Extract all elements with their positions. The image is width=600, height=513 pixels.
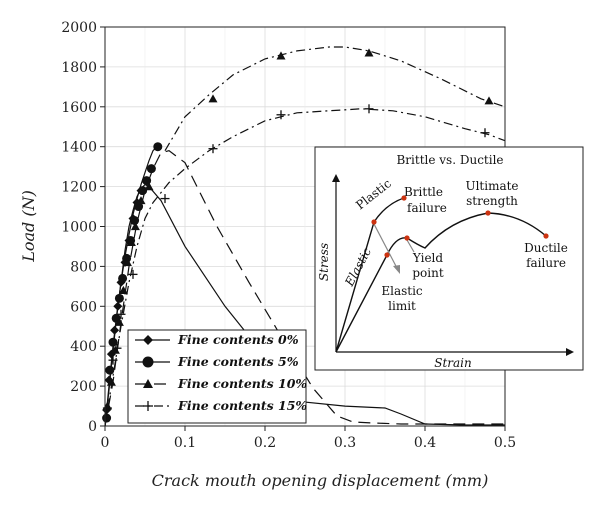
marker-triangle	[106, 377, 116, 386]
marker-triangle	[122, 257, 132, 267]
marker-triangle	[484, 96, 494, 105]
inset-arrow-head	[393, 265, 400, 274]
legend-box	[127, 329, 307, 424]
series-4	[102, 104, 506, 427]
x-tick-label: 0.4	[414, 435, 436, 451]
marker-circle	[118, 273, 128, 283]
marker-circle	[153, 142, 163, 152]
inset-label-brittle: Brittle failure	[404, 185, 447, 215]
legend: Fine contents 0% Fine contents 5% Fine con…	[127, 329, 307, 424]
series-2	[102, 150, 505, 427]
marker-plus	[112, 343, 122, 353]
series-1	[102, 142, 163, 427]
inset-brittle-ductile: Brittle vs. Ductile Strain Stress Plasti…	[314, 146, 584, 371]
inset-point-ductile-failure	[543, 233, 549, 239]
y-tick-label: 1600	[61, 100, 97, 116]
marker-plus	[128, 269, 138, 279]
marker-plus	[108, 355, 118, 365]
marker-triangle	[118, 285, 128, 294]
x-tick-label: 0.2	[254, 435, 276, 451]
inset-arrow-elastic-limit	[373, 223, 399, 271]
marker-triangle	[126, 237, 136, 247]
inset-label-elastic-limit: Elastic limit	[381, 284, 423, 313]
marker-plus	[364, 104, 374, 114]
x-tick-label: 0.1	[174, 435, 196, 451]
marker-plus	[276, 110, 286, 120]
x-tick-label: 0.3	[334, 435, 356, 451]
inset-arrow-yield	[406, 239, 415, 253]
y-tick-label: 2000	[61, 20, 97, 36]
inset-x-label: Strain	[434, 356, 472, 370]
marker-circle	[108, 337, 118, 347]
inset-label-ductile: Ductile failure	[524, 241, 568, 270]
inset-point-elastic-limit	[384, 252, 390, 258]
marker-plus	[102, 403, 112, 413]
inset-label-yield: Yield point	[412, 251, 444, 280]
y-tick-label: 800	[70, 259, 97, 275]
marker-plus	[480, 128, 490, 138]
marker-triangle	[136, 196, 146, 205]
inset-point-yield	[404, 235, 410, 241]
marker-plus	[143, 401, 153, 411]
y-tick-labels: 0 200 400 600 800 1000 1200 1400 1600 1800 2000	[61, 20, 105, 435]
marker-triangle	[144, 182, 154, 191]
marker-triangle	[208, 94, 218, 103]
y-tick-label: 0	[88, 419, 97, 435]
x-axis-label: Crack mouth opening displacement (mm)	[152, 471, 489, 490]
legend-label: Fine contents 10%	[177, 376, 307, 391]
marker-circle	[105, 365, 115, 375]
legend-label: Fine contents 15%	[177, 398, 307, 413]
marker-plus	[116, 309, 126, 319]
y-axis-label: Load (N)	[19, 190, 38, 263]
marker-circle	[138, 186, 148, 196]
marker-plus	[160, 194, 170, 204]
legend-label: Fine contents 5%	[177, 354, 299, 369]
inset-point-ultimate	[485, 210, 491, 216]
legend-label: Fine contents 0%	[177, 332, 299, 347]
y-tick-label: 1400	[61, 140, 97, 156]
marker-diamond	[143, 335, 153, 345]
inset-y-arrow	[332, 174, 340, 182]
inset-point-brittle-failure	[401, 195, 407, 201]
inset-y-label: Stress	[317, 243, 331, 281]
inset-point-elastic-brittle	[371, 219, 377, 225]
inset-label-ultimate: Ultimate strength	[465, 179, 518, 208]
series-line	[164, 46, 506, 152]
marker-triangle	[364, 48, 374, 57]
y-tick-label: 1000	[61, 220, 97, 236]
x-tick-label: 0	[101, 435, 110, 451]
series-3	[164, 46, 506, 152]
y-tick-label: 1200	[61, 180, 97, 196]
inset-ductile-curve	[335, 212, 547, 353]
series-line	[104, 150, 505, 427]
inset-x-arrow	[566, 348, 574, 356]
marker-circle	[114, 293, 124, 303]
y-tick-label: 600	[70, 299, 97, 315]
y-tick-label: 400	[70, 339, 97, 355]
series-layer	[102, 46, 506, 427]
legend-items: Fine contents 0% Fine contents 5% Fine con…	[135, 332, 307, 413]
x-tick-labels: 0 0.1 0.2 0.3 0.4 0.5	[101, 426, 516, 451]
y-tick-label: 200	[70, 379, 97, 395]
marker-circle	[142, 356, 154, 368]
marker-plus	[208, 144, 218, 154]
marker-triangle	[130, 222, 140, 231]
marker-triangle	[276, 51, 286, 60]
inset-frame	[314, 146, 584, 371]
inset-title: Brittle vs. Ductile	[396, 153, 503, 167]
marker-triangle	[143, 379, 153, 388]
x-tick-label: 0.5	[494, 435, 516, 451]
marker-circle	[130, 216, 140, 226]
marker-circle	[146, 164, 156, 174]
y-tick-label: 1800	[61, 60, 97, 76]
